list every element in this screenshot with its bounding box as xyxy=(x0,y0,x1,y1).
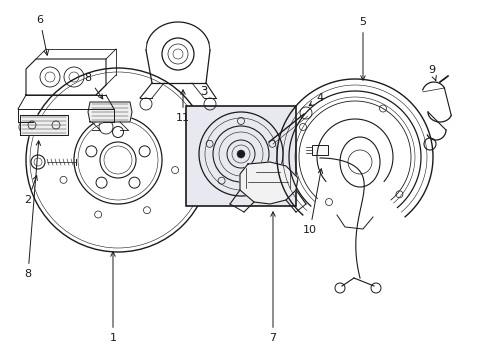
Polygon shape xyxy=(20,115,68,135)
Text: 6: 6 xyxy=(37,15,48,55)
Circle shape xyxy=(237,150,244,158)
Text: 9: 9 xyxy=(427,65,435,81)
Text: 3: 3 xyxy=(200,85,207,98)
Polygon shape xyxy=(88,102,132,122)
Text: 8: 8 xyxy=(84,73,102,99)
Text: 8: 8 xyxy=(24,141,41,279)
Text: 10: 10 xyxy=(303,169,322,235)
Text: 4: 4 xyxy=(308,93,323,106)
Text: 2: 2 xyxy=(24,176,37,205)
Text: 1: 1 xyxy=(109,252,116,343)
Bar xyxy=(311,145,327,155)
Text: 7: 7 xyxy=(269,212,276,343)
Bar xyxy=(185,106,295,206)
Text: 11: 11 xyxy=(176,90,190,123)
Text: 5: 5 xyxy=(359,17,366,80)
Polygon shape xyxy=(240,162,297,204)
